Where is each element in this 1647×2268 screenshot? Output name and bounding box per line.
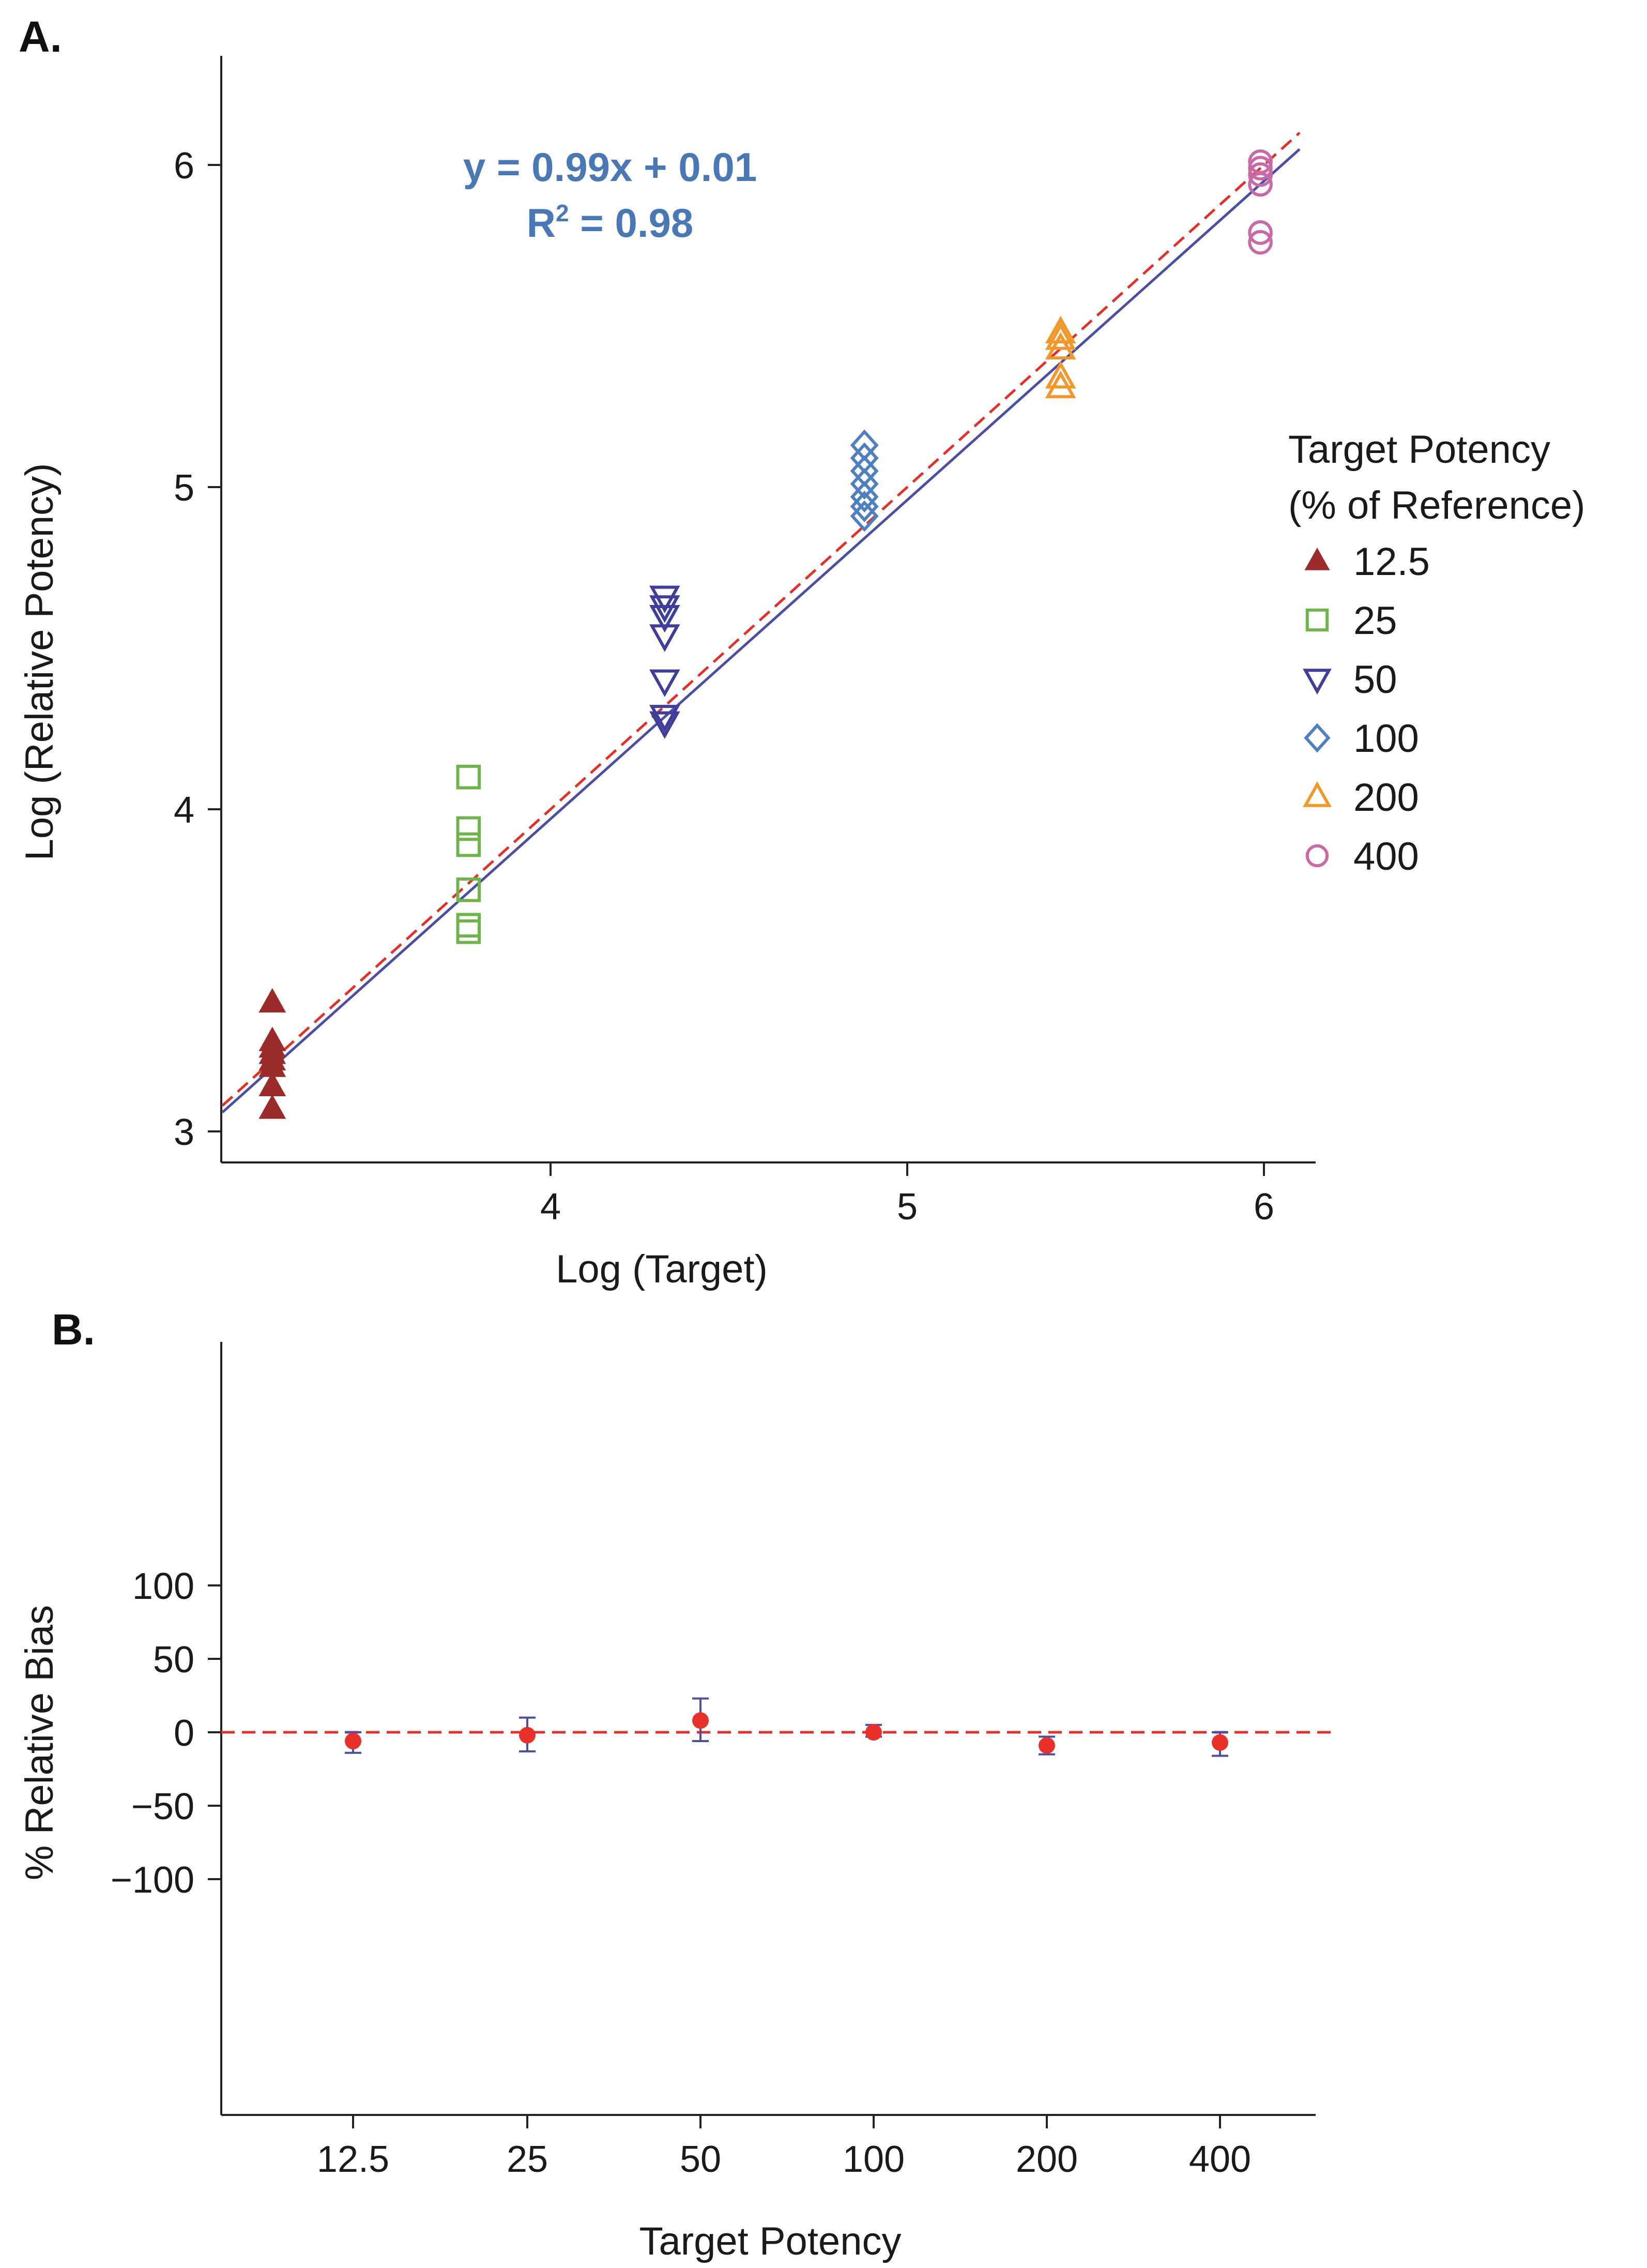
bias-point-400 [1212,1734,1228,1751]
bias-point-100 [865,1724,882,1741]
legend-title-line1: Target Potency [1288,428,1550,472]
data-point-100 [850,500,879,532]
data-point-12_5 [258,1094,286,1119]
panel-a-plot-area: 3 4 5 6 4 5 6 [174,56,1316,1228]
legend-title-line2: (% of Reference) [1288,483,1585,527]
data-point-50 [649,595,680,623]
panel-a-y-tick-label: 5 [174,467,194,509]
panel-b-y-tick-label: −100 [111,1859,194,1901]
data-point-200 [1045,322,1076,350]
panel-a-y-tick-label: 6 [174,145,194,187]
panel-b-label: B. [52,1305,95,1354]
panel-a-label: A. [19,12,62,61]
data-point-25 [456,919,481,944]
data-point-50 [649,705,680,733]
bias-point-50 [692,1712,709,1729]
panel-a: A. 3 4 5 6 4 5 6 y = 0.99x + 0.01 R2 = 0.98 Lo… [18,12,1585,1291]
bias-point-12_5 [345,1733,361,1750]
legend-marker-400 [1305,844,1329,868]
panel-b-y-axis-label: % Relative Bias [18,1605,62,1880]
panel-a-x-axis-label: Log (Target) [556,1247,768,1291]
legend-marker-100 [1304,723,1331,753]
legend-label-50: 50 [1353,658,1397,702]
legend: Target Potency (% of Reference) 12.5 25 50… [1288,428,1585,879]
data-point-50 [649,624,680,652]
data-point-200 [1045,361,1076,389]
r-squared-value: = 0.98 [569,200,694,246]
panel-a-y-axis-label: Log (Relative Potency) [18,463,62,861]
data-point-100 [850,490,879,522]
panel-a-y-tick-label: 3 [174,1112,194,1153]
data-point-25 [456,832,481,857]
identity-line [221,131,1301,1107]
panel-b-plot-area: −100 −50 0 50 100 12.5 25 50 100 200 400 [111,1342,1336,2180]
panel-b-y-tick-label: 100 [132,1566,194,1607]
data-point-50 [649,669,680,697]
panel-b-y-tick-label: 0 [174,1713,194,1754]
r-squared: R2 = 0.98 [527,200,694,246]
data-point-400 [1248,172,1273,197]
panel-b-x-axis-label: Target Potency [639,2219,902,2263]
data-point-25 [456,816,481,841]
data-point-25 [456,877,481,902]
bias-point-200 [1039,1737,1055,1754]
panel-b: B. −100 −50 0 50 100 12.5 25 50 100 200 400 Target… [18,1305,1336,2263]
panel-a-x-tick-label: 6 [1254,1186,1274,1228]
panel-a-x-tick-label: 5 [897,1186,918,1228]
fit-line [221,148,1301,1113]
data-point-400 [1248,220,1273,245]
data-point-100 [850,468,879,500]
legend-marker-12_5 [1304,547,1330,570]
data-point-200 [1045,331,1076,360]
bias-point-25 [519,1727,536,1744]
panel-a-y-tick-label: 4 [174,790,194,831]
legend-marker-25 [1305,608,1329,632]
panel-b-x-tick-label: 400 [1189,2139,1251,2180]
legend-marker-50 [1303,669,1332,695]
legend-label-25: 25 [1353,599,1397,643]
legend-label-200: 200 [1353,776,1419,820]
panel-b-x-tick-label: 200 [1016,2139,1078,2180]
r-squared-symbol: R [527,200,556,246]
data-point-200 [1045,315,1076,344]
panel-a-x-tick-label: 4 [540,1186,561,1228]
data-point-400 [1248,230,1273,255]
data-point-200 [1045,370,1076,399]
r-squared-exponent: 2 [556,200,569,226]
panel-b-x-tick-label: 100 [843,2139,905,2180]
data-point-25 [456,764,481,790]
data-point-100 [850,481,879,513]
panel-b-x-tick-label: 25 [507,2139,548,2180]
data-point-400 [1248,156,1273,181]
data-point-400 [1248,162,1273,187]
panel-b-x-tick-label: 12.5 [317,2139,389,2180]
data-point-50 [649,605,680,633]
legend-label-100: 100 [1353,717,1419,761]
panel-b-x-tick-label: 50 [680,2139,721,2180]
fit-equation: y = 0.99x + 0.01 [463,144,757,190]
legend-marker-200 [1303,781,1332,807]
panel-b-y-tick-label: 50 [153,1639,194,1681]
data-point-50 [649,711,680,739]
panel-b-y-tick-label: −50 [131,1786,194,1827]
legend-label-12_5: 12.5 [1353,540,1430,584]
data-point-12_5 [258,988,286,1012]
data-point-25 [456,913,481,938]
data-point-50 [649,585,680,613]
legend-label-400: 400 [1353,835,1419,879]
